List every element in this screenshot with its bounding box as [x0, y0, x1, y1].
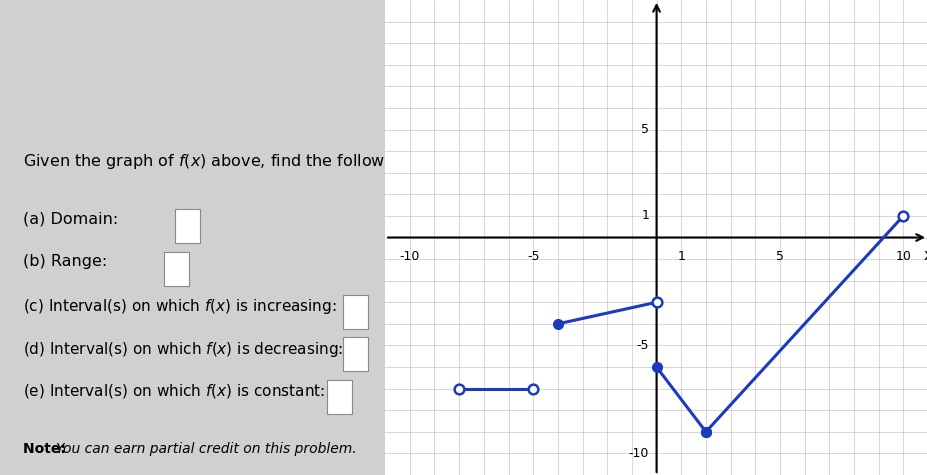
Text: (a) Domain:: (a) Domain:: [23, 211, 119, 227]
Text: Given the graph of $f(x)$ above, find the following: Given the graph of $f(x)$ above, find th…: [23, 152, 409, 171]
Text: 1: 1: [677, 250, 684, 264]
Text: (e) Interval(s) on which $f(x)$ is constant:: (e) Interval(s) on which $f(x)$ is const…: [23, 382, 325, 400]
Text: Note:: Note:: [23, 442, 70, 456]
Text: -10: -10: [400, 250, 420, 264]
Text: -5: -5: [527, 250, 539, 264]
Text: -5: -5: [636, 339, 649, 352]
FancyBboxPatch shape: [327, 380, 352, 414]
Text: 1: 1: [641, 209, 649, 222]
Text: 10: 10: [895, 250, 910, 264]
Text: You can earn partial credit on this problem.: You can earn partial credit on this prob…: [56, 442, 356, 456]
FancyBboxPatch shape: [342, 294, 367, 329]
Text: (c) Interval(s) on which $f(x)$ is increasing:: (c) Interval(s) on which $f(x)$ is incre…: [23, 297, 337, 316]
Text: 5: 5: [775, 250, 783, 264]
Text: -10: -10: [629, 447, 649, 460]
FancyBboxPatch shape: [163, 252, 188, 286]
Text: x: x: [922, 248, 927, 263]
Text: 5: 5: [641, 123, 649, 136]
Text: (b) Range:: (b) Range:: [23, 254, 108, 269]
FancyBboxPatch shape: [342, 337, 367, 371]
FancyBboxPatch shape: [175, 209, 200, 243]
Text: (d) Interval(s) on which $f(x)$ is decreasing:: (d) Interval(s) on which $f(x)$ is decre…: [23, 340, 343, 359]
